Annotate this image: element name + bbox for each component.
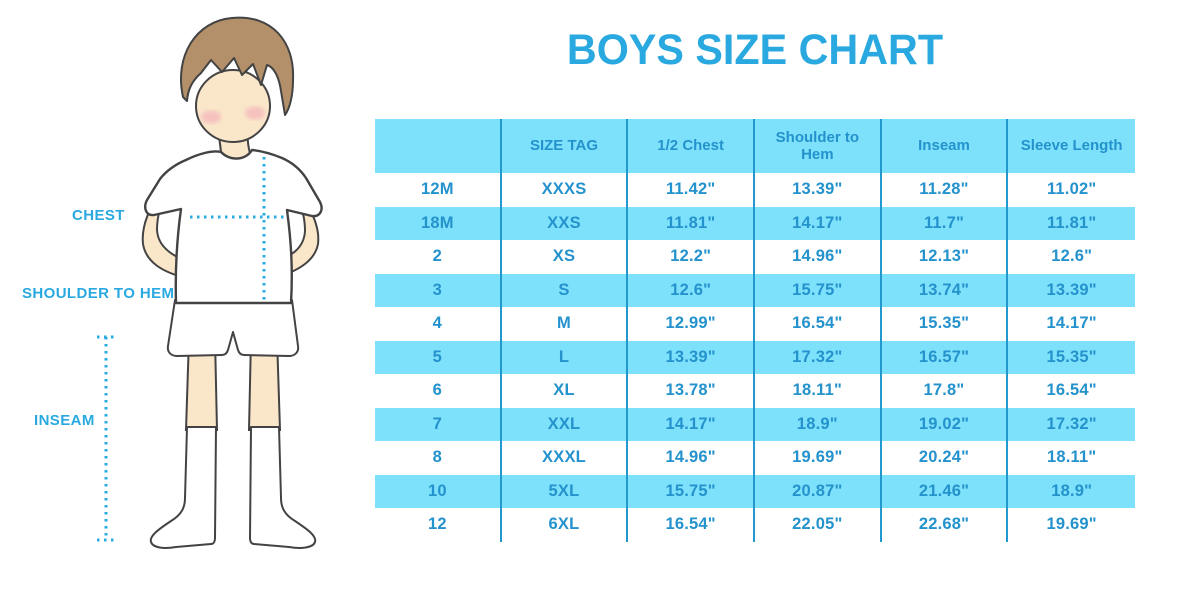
header-cell-1-2-chest: 1/2 Chest [628, 119, 755, 173]
measurement-cell: 14.96" [628, 441, 755, 475]
measurement-cell: 15.75" [754, 273, 882, 307]
measurement-cell: 17.32" [754, 340, 882, 374]
shoulder-to-hem-label: SHOULDER TO HEM [22, 285, 175, 302]
measurement-cell: 18.11" [755, 374, 882, 408]
measurement-cell: 21.46" [881, 474, 1009, 508]
size-tag-cell: S [501, 273, 629, 307]
measurement-cell: 11.81" [628, 206, 755, 240]
measurement-cell: 18.9" [1008, 474, 1135, 508]
measurement-cell: 14.17" [628, 407, 755, 441]
size-tag-cell: XXXL [502, 441, 629, 475]
size-tag-cell: L [501, 340, 629, 374]
measurement-cell: 22.68" [882, 508, 1009, 542]
header-cell-inseam: Inseam [881, 119, 1009, 173]
boy-shorts [166, 299, 300, 357]
boy-right-sock [249, 426, 317, 549]
measurement-cell: 11.02" [1046, 180, 1097, 199]
measurement-cell: 12.6" [628, 273, 755, 307]
measurement-cell: 12.6" [1051, 247, 1093, 266]
measurement-cell: 15.35" [882, 307, 1009, 341]
boy-figure-drawing [97, 16, 323, 549]
measurement-cell: 20.87" [754, 474, 882, 508]
measurement-cell: 18.9" [754, 407, 882, 441]
size-tag-cell: XXS [501, 206, 629, 240]
measurement-cell: 12.13" [882, 240, 1009, 274]
header-cell-size [375, 119, 502, 173]
size-cell: 10 [375, 474, 502, 508]
measurement-cell: 16.54" [755, 307, 882, 341]
measurement-cell: 12.2" [628, 240, 755, 274]
measurement-cell: 17.8" [882, 374, 1009, 408]
boy-face [195, 69, 271, 143]
measurement-cell: 16.57" [881, 340, 1009, 374]
size-cell: 3 [375, 273, 502, 307]
measurement-cell: 19.69" [755, 441, 882, 475]
measurement-cell: 20.24" [882, 441, 1009, 475]
size-tag-cell: M [502, 307, 629, 341]
measurement-cell: 16.54" [628, 508, 755, 542]
measurement-cell: 22.05" [755, 508, 882, 542]
measurement-cell: 14.17" [754, 206, 882, 240]
size-cell: 4 [375, 307, 502, 341]
measurement-cell: 12.99" [628, 307, 755, 341]
size-cell: 2 [375, 240, 502, 274]
measurement-cell: 19.69" [1046, 515, 1097, 534]
boy-cheek-right [245, 106, 265, 120]
page-title: BOYS SIZE CHART [566, 26, 944, 74]
boy-tshirt [144, 148, 323, 305]
size-tag-cell: XXXS [502, 173, 629, 207]
size-cell: 12 [375, 508, 502, 542]
header-cell-sleeve-length: Sleeve Length [1008, 119, 1135, 173]
size-tag-cell: XS [502, 240, 629, 274]
measurement-cell: 13.74" [881, 273, 1009, 307]
measurement-cell: 13.39" [755, 173, 882, 207]
boy-hair [180, 16, 295, 116]
boy-cheek-left [201, 110, 221, 124]
measurement-cell: 18.11" [1046, 448, 1097, 467]
size-tag-cell: 6XL [502, 508, 629, 542]
measurement-cell: 14.96" [755, 240, 882, 274]
size-cell: 7 [375, 407, 502, 441]
measurement-cell: 13.39" [1008, 273, 1135, 307]
measurement-cell: 17.32" [1008, 407, 1135, 441]
size-cell: 5 [375, 340, 502, 374]
measurement-cell: 16.54" [1046, 381, 1097, 400]
size-cell: 18M [375, 206, 502, 240]
size-cell: 12M [375, 173, 502, 207]
measurement-cell: 11.81" [1008, 206, 1135, 240]
measurement-cell: 11.28" [882, 173, 1009, 207]
boy-measurement-illustration: CHEST SHOULDER TO HEM INSEAM [0, 0, 375, 600]
size-tag-cell: 5XL [501, 474, 629, 508]
size-table: SIZE TAG 1/2 Chest Shoulder to Hem Inseam Sl… [375, 119, 1135, 542]
measurement-cell: 15.75" [628, 474, 755, 508]
size-cell: 6 [375, 374, 502, 408]
size-cell: 8 [375, 441, 502, 475]
measurement-cell: 11.42" [628, 173, 755, 207]
boy-left-sock [149, 426, 217, 549]
measurement-cell: 15.35" [1008, 340, 1135, 374]
measurement-cell: 19.02" [881, 407, 1009, 441]
inseam-label: INSEAM [34, 412, 95, 429]
size-tag-cell: XXL [501, 407, 629, 441]
measurement-cell: 13.78" [628, 374, 755, 408]
measurement-cell: 13.39" [628, 340, 755, 374]
size-tag-cell: XL [502, 374, 629, 408]
header-cell-shoulder-to-hem: Shoulder to Hem [754, 119, 882, 173]
measurement-cell: 14.17" [1046, 314, 1097, 333]
header-cell-size-tag: SIZE TAG [501, 119, 629, 173]
measurement-cell: 11.7" [881, 206, 1009, 240]
chest-label: CHEST [72, 207, 125, 224]
